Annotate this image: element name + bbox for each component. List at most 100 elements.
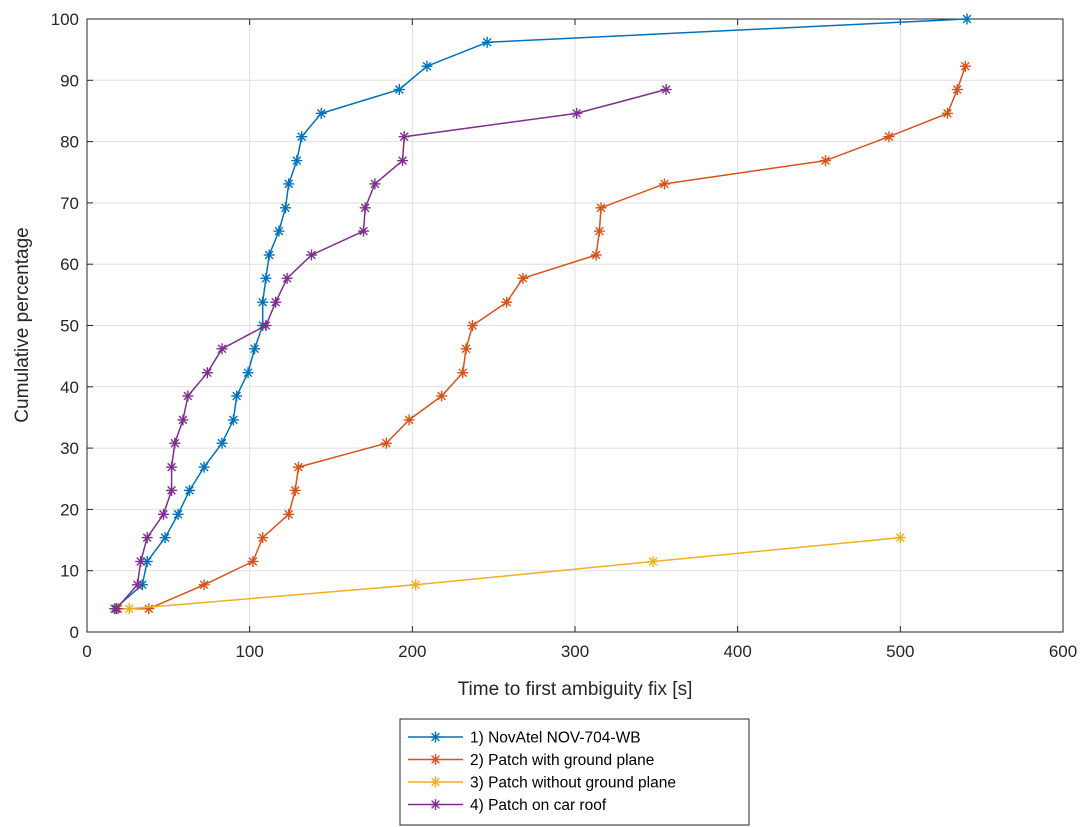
data-point <box>517 272 529 284</box>
data-point <box>460 343 472 355</box>
data-point <box>481 36 493 48</box>
legend-item: 1) NovAtel NOV-704-WB <box>408 730 641 747</box>
data-point <box>951 83 963 95</box>
data-point <box>590 249 602 261</box>
series-line <box>129 536 901 610</box>
y-tick-label: 100 <box>51 10 79 29</box>
x-tick-label: 200 <box>398 642 426 661</box>
legend: 1) NovAtel NOV-704-WB 2) Patch with groun… <box>399 718 750 826</box>
y-tick-label: 90 <box>60 71 79 90</box>
data-point <box>660 83 672 95</box>
data-point <box>279 202 291 214</box>
y-tick-label: 80 <box>60 133 79 152</box>
data-point <box>177 414 189 426</box>
data-point <box>942 107 954 119</box>
x-tick-label: 400 <box>723 642 751 661</box>
data-point <box>183 484 195 496</box>
y-tick-label: 40 <box>60 378 79 397</box>
data-point <box>593 225 605 237</box>
x-axis-label: Time to first ambiguity fix [s] <box>458 679 693 700</box>
data-point <box>894 532 906 544</box>
data-point <box>595 202 607 214</box>
legend-label: 2) Patch with ground plane <box>470 752 654 769</box>
data-point <box>291 155 303 167</box>
data-point <box>260 272 272 284</box>
legend-item: 4) Patch on car roof <box>408 797 607 814</box>
data-point <box>647 556 659 568</box>
series-line <box>115 88 667 610</box>
data-point <box>457 367 469 379</box>
data-point <box>131 579 143 591</box>
data-point <box>403 414 415 426</box>
data-point <box>283 178 295 190</box>
data-point <box>201 367 213 379</box>
data-point <box>398 131 410 143</box>
data-point <box>358 225 370 237</box>
y-tick-label: 20 <box>60 500 79 519</box>
data-point <box>393 83 405 95</box>
x-tick-label: 0 <box>82 642 91 661</box>
data-point <box>263 249 275 261</box>
data-point <box>172 508 184 520</box>
legend-item: 2) Patch with ground plane <box>408 752 654 769</box>
y-tick-label: 10 <box>60 562 79 581</box>
data-point <box>369 178 381 190</box>
data-point <box>159 532 171 544</box>
data-point <box>123 603 135 615</box>
data-point <box>257 296 269 308</box>
data-point <box>305 249 317 261</box>
data-point <box>260 320 272 331</box>
data-point <box>166 484 178 496</box>
series-line <box>114 18 968 610</box>
series-4 <box>110 83 672 615</box>
series-line <box>117 65 967 610</box>
legend-item: 3) Patch without ground plane <box>408 775 676 792</box>
data-point <box>198 461 210 473</box>
legend-label: 1) NovAtel NOV-704-WB <box>470 730 641 747</box>
data-point <box>249 343 261 355</box>
data-point <box>410 579 422 591</box>
data-point <box>658 178 670 190</box>
y-tick-label: 0 <box>70 623 79 642</box>
y-axis-label: Cumulative percentage <box>12 227 33 422</box>
x-tick-label: 500 <box>886 642 914 661</box>
legend-marker <box>430 776 441 788</box>
data-point <box>281 272 293 284</box>
data-point <box>359 202 371 214</box>
data-point <box>231 390 243 402</box>
data-point <box>380 437 392 449</box>
data-point <box>436 390 448 402</box>
data-point <box>883 131 895 143</box>
y-tick-label: 50 <box>60 317 79 336</box>
data-point <box>157 508 169 520</box>
x-tick-label: 300 <box>561 642 589 661</box>
data-point <box>467 320 479 331</box>
data-point <box>296 131 308 143</box>
data-point <box>571 107 583 119</box>
data-point <box>141 532 153 544</box>
data-point <box>273 225 285 237</box>
data-point <box>270 296 282 308</box>
grid-lines <box>87 19 1063 632</box>
data-point <box>289 484 301 496</box>
legend-marker <box>430 799 441 810</box>
data-point <box>397 155 409 167</box>
legend-marker <box>430 754 441 765</box>
data-point <box>315 107 327 119</box>
data-point <box>182 390 194 402</box>
x-tick-label: 600 <box>1049 642 1077 661</box>
data-point <box>257 532 269 544</box>
data-point <box>959 60 971 72</box>
data-point <box>227 414 239 426</box>
data-point <box>216 343 228 355</box>
series-layer <box>109 13 973 615</box>
data-point <box>216 437 228 449</box>
data-point <box>143 603 155 615</box>
series-1 <box>109 13 973 615</box>
data-point <box>961 13 973 25</box>
data-point <box>198 579 210 591</box>
data-point <box>421 60 433 72</box>
legend-label: 3) Patch without ground plane <box>470 775 676 792</box>
data-point <box>166 461 178 473</box>
